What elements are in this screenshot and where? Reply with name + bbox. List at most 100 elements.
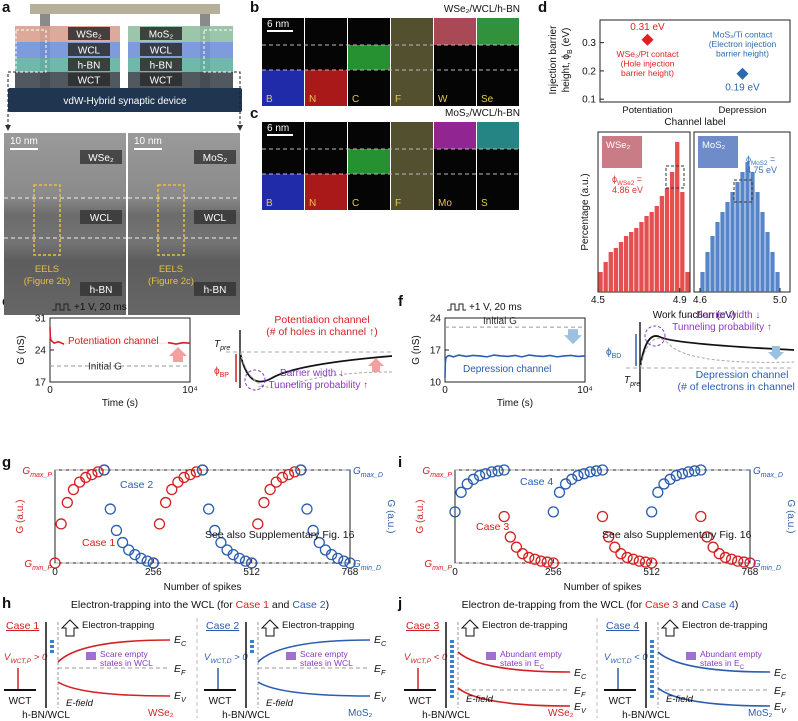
channel-label: WSe₂	[548, 708, 574, 719]
data-point	[295, 464, 307, 476]
electrode-label: WCT	[409, 696, 432, 707]
band-label: EV	[574, 701, 587, 715]
trapped-state	[450, 685, 454, 688]
zoom-line	[5, 71, 16, 131]
up-arrow	[368, 358, 384, 372]
map-label: B	[266, 198, 273, 209]
hist-bar	[710, 236, 715, 292]
eels-signal	[477, 122, 519, 149]
data-point	[633, 555, 646, 567]
data-point	[110, 524, 123, 537]
plot-frame	[599, 19, 791, 103]
layer-label: WCL	[204, 213, 227, 224]
hist-bar	[598, 272, 603, 292]
map-label: W	[438, 94, 448, 105]
title-part: and	[269, 599, 292, 611]
trapped-state	[650, 660, 654, 663]
data-point	[486, 466, 498, 478]
tpre-label: Tpre	[624, 375, 640, 388]
plot-frame	[597, 131, 691, 293]
band-label: E	[374, 690, 382, 702]
band-label: E	[774, 685, 782, 697]
series-tag	[459, 362, 563, 376]
band-label: C	[781, 672, 787, 681]
band-label: EV	[774, 701, 787, 715]
band-label: E	[574, 667, 582, 679]
panel-label: j	[397, 595, 402, 612]
band-label: V	[381, 695, 387, 704]
layer-tag	[68, 43, 110, 56]
interface-label: h-BN/WCL	[622, 710, 670, 721]
y-axis-label: B	[567, 49, 574, 54]
y-tick-label: 24	[35, 346, 47, 357]
hist-bar	[659, 196, 665, 292]
state-marker	[686, 652, 696, 660]
annotation: 4.86 eV	[612, 185, 643, 195]
hist-bar	[654, 206, 659, 292]
map-label: S	[481, 198, 488, 209]
barrier-highlight	[244, 369, 266, 391]
bias-label: WCT,P	[10, 658, 31, 665]
data-point	[738, 556, 750, 568]
x-axis-label: Time (s)	[102, 398, 138, 409]
data-point	[578, 468, 590, 480]
data-point	[147, 557, 159, 569]
data-point	[646, 506, 658, 518]
channel-label: WSe₂	[148, 708, 174, 719]
layer-label: WCT	[78, 76, 101, 87]
phi-label: BP	[220, 372, 230, 379]
mechanism-note: → Tunneling probability ↑	[256, 380, 368, 391]
eels-map	[391, 122, 433, 210]
data-point	[135, 552, 147, 564]
panel-label: b	[250, 0, 259, 16]
state-note: Abundant empty	[700, 649, 763, 659]
band-label: V	[181, 695, 187, 704]
trapped-state	[450, 695, 454, 698]
map-label: C	[352, 198, 359, 209]
data-point	[707, 541, 719, 553]
state-marker	[86, 652, 96, 660]
hist-bar	[623, 236, 629, 292]
valence-band	[57, 681, 171, 697]
annotation: barrier height)	[716, 49, 769, 59]
data-point	[670, 469, 682, 482]
eels-signal	[391, 122, 433, 210]
trapped-state	[450, 655, 454, 658]
trapped-state	[450, 645, 454, 648]
data-point	[289, 466, 301, 478]
trapped-state	[250, 645, 254, 648]
data-point	[547, 506, 559, 518]
hist-bar	[745, 162, 750, 292]
eels-map	[391, 18, 433, 106]
y-tick-label: Gmin_P	[24, 559, 52, 572]
y2-tick-label: min_D	[361, 565, 381, 572]
map-label: F	[395, 198, 401, 209]
title-part: Case 3	[645, 599, 678, 611]
data-point	[190, 466, 203, 478]
bias-label: V	[204, 652, 212, 663]
band-label: EC	[774, 667, 787, 681]
layer-label: h-BN	[78, 61, 101, 72]
scale-label: 10 nm	[10, 136, 38, 147]
data-point	[80, 471, 92, 484]
case-label: Case 1	[6, 620, 39, 632]
x-tick-label: 4.9	[673, 295, 687, 306]
annotation: WSe₂/Pt contact	[617, 49, 680, 59]
y-tick-label: Gmax_P	[422, 466, 452, 479]
x-tick-label: 0	[442, 385, 448, 396]
channel-label: MoS₂	[348, 708, 373, 719]
trapped-state	[50, 650, 54, 653]
process-label: Electron-trapping	[82, 620, 154, 631]
bias-label: < 0	[632, 652, 649, 663]
conduction-band	[457, 651, 571, 673]
layer-label: WCL	[150, 46, 173, 57]
hist-bar	[775, 272, 780, 292]
band-label: V	[781, 706, 787, 715]
x-tick-label: 0	[452, 567, 458, 578]
data-point	[695, 464, 707, 476]
data-point	[535, 555, 547, 567]
device-label: vdW-Hybrid synaptic device	[63, 96, 187, 107]
layer-tag	[194, 210, 236, 224]
annotation: =	[634, 174, 642, 184]
data-point	[504, 531, 516, 543]
